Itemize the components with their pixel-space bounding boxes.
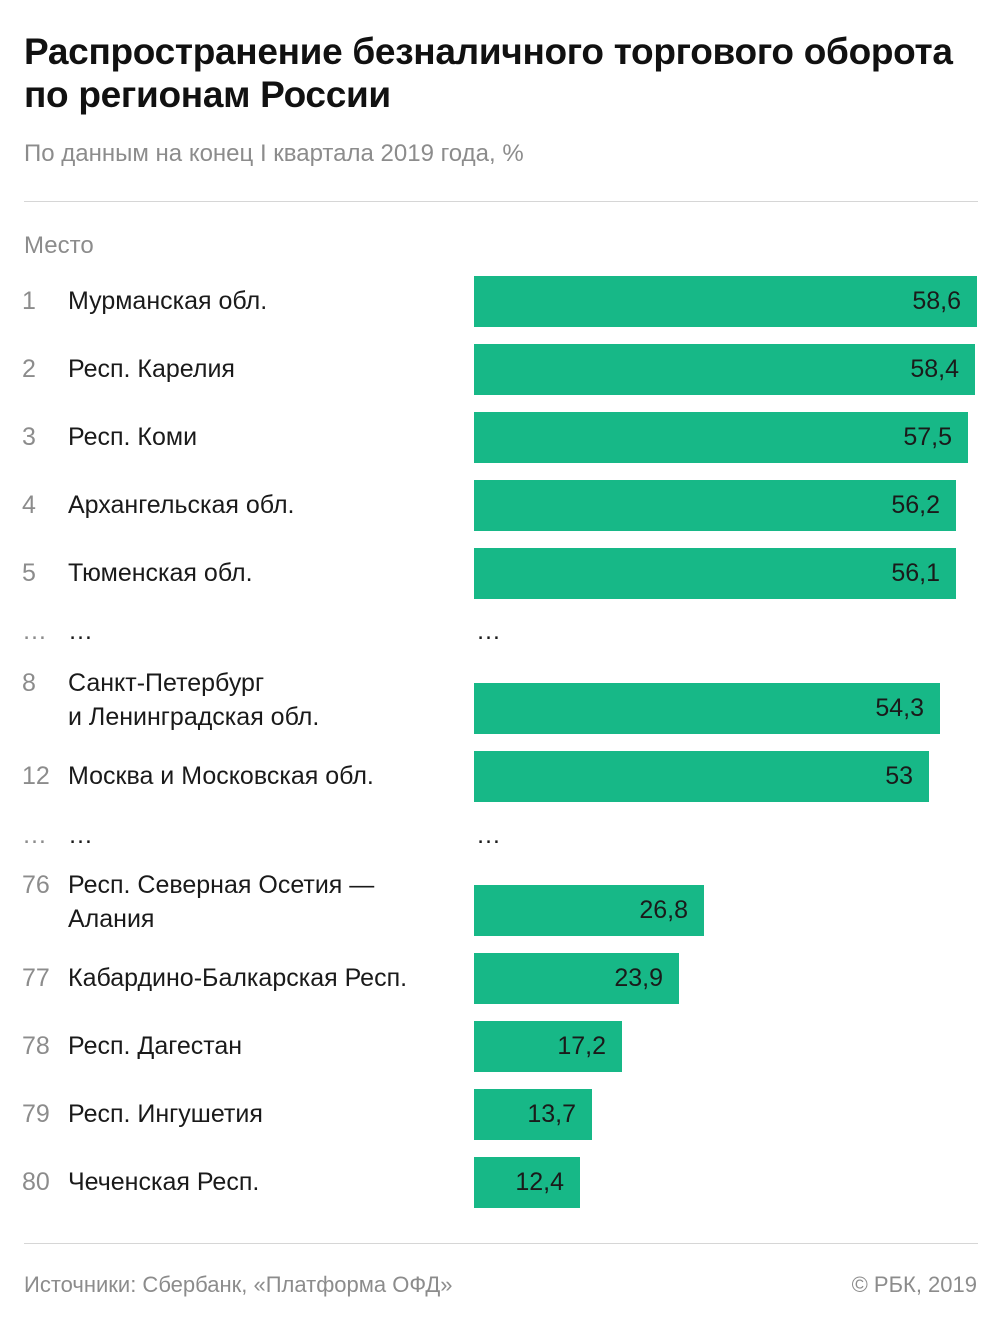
bar-value-label: 23,9	[614, 964, 663, 992]
bar-value-label: 12,4	[515, 1168, 564, 1196]
region-label-line: Респ. Ингушетия	[68, 1100, 263, 1128]
rank-label: 76	[22, 871, 50, 899]
bar	[474, 412, 968, 463]
region-label: Архангельская обл.	[68, 488, 468, 522]
region-label: Мурманская обл.	[68, 284, 468, 318]
region-label-line: Мурманская обл.	[68, 287, 268, 315]
bar	[474, 953, 679, 1004]
region-label: Респ. Дагестан	[68, 1029, 468, 1063]
gap-ellipsis-bar: …	[476, 617, 501, 645]
gap-ellipsis-region: …	[68, 617, 93, 645]
region-label: Респ. Карелия	[68, 352, 468, 386]
rank-label: 4	[22, 491, 36, 519]
source-note: Источники: Сбербанк, «Платформа ОФД»	[24, 1272, 453, 1297]
region-label: Чеченская Респ.	[68, 1165, 468, 1199]
region-label-line: Респ. Карелия	[68, 355, 235, 383]
bar-value-label: 17,2	[557, 1032, 606, 1060]
bar	[474, 1021, 622, 1072]
rank-label: 80	[22, 1168, 50, 1196]
region-label-line: Алания	[68, 905, 155, 933]
bar	[474, 751, 929, 802]
region-label: Тюменская обл.	[68, 556, 468, 590]
bottom-divider	[24, 1243, 978, 1244]
region-label: Респ. Коми	[68, 420, 468, 454]
gap-ellipsis-rank: …	[22, 617, 47, 645]
rank-label: 79	[22, 1100, 50, 1128]
region-label-line: и Ленинградская обл.	[68, 703, 320, 731]
rank-label: 2	[22, 355, 36, 383]
rank-label: 12	[22, 762, 50, 790]
region-label-line: Архангельская обл.	[68, 491, 295, 519]
bar-value-label: 53	[885, 762, 913, 790]
bar	[474, 548, 956, 599]
rank-label: 78	[22, 1032, 50, 1060]
gap-ellipsis-bar: …	[476, 821, 501, 849]
region-label-line: Респ. Коми	[68, 423, 198, 451]
chart-subtitle: По данным на конец I квартала 2019 года,…	[24, 140, 524, 167]
rank-label: 8	[22, 669, 36, 697]
bar-value-label: 58,6	[912, 287, 961, 315]
region-label: Респ. Северная Осетия — Алания	[68, 868, 468, 936]
region-label-line: Москва и Московская обл.	[68, 762, 374, 790]
bar	[474, 1089, 592, 1140]
rank-label: 3	[22, 423, 36, 451]
region-label-line: Тюменская обл.	[68, 559, 253, 587]
region-label-line: Чеченская Респ.	[68, 1168, 260, 1196]
top-divider	[24, 201, 978, 202]
copyright-note: © РБК, 2019	[851, 1272, 977, 1297]
bar-value-label: 13,7	[527, 1100, 576, 1128]
bar	[474, 683, 940, 734]
region-label-line: Санкт-Петербург	[68, 669, 265, 697]
rank-label: 1	[22, 287, 36, 315]
chart-title: Распространение безналичного торгового о…	[24, 31, 953, 115]
bar	[474, 885, 704, 936]
bar	[474, 276, 977, 327]
rank-label: 5	[22, 559, 36, 587]
region-label: Москва и Московская обл.	[68, 759, 468, 793]
gap-ellipsis-rank: …	[22, 821, 47, 849]
region-label: Санкт-Петербург и Ленинградская обл.	[68, 666, 468, 734]
region-label: Кабардино-Балкарская Респ.	[68, 961, 468, 995]
bar-value-label: 58,4	[910, 355, 959, 383]
bar-value-label: 57,5	[903, 423, 952, 451]
region-label-line: Респ. Северная Осетия —	[68, 871, 375, 899]
bar-value-label: 54,3	[875, 694, 924, 722]
rank-column-header: Место	[24, 232, 94, 259]
bar-value-label: 26,8	[639, 896, 688, 924]
bar	[474, 480, 956, 531]
bar	[474, 1157, 580, 1208]
region-label: Респ. Ингушетия	[68, 1097, 468, 1131]
region-label-line: Респ. Дагестан	[68, 1032, 243, 1060]
rank-label: 77	[22, 964, 50, 992]
gap-ellipsis-region: …	[68, 821, 93, 849]
bar-value-label: 56,1	[891, 559, 940, 587]
bar-value-label: 56,2	[891, 491, 940, 519]
region-label-line: Кабардино-Балкарская Респ.	[68, 964, 408, 992]
bar	[474, 344, 975, 395]
